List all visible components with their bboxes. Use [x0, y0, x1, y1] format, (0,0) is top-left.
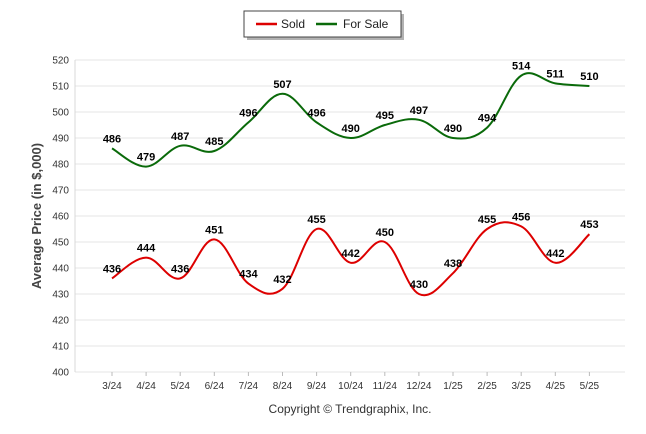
data-label-for-sale: 486 [103, 133, 121, 145]
y-tick-label: 450 [52, 238, 69, 249]
x-tick-label: 5/24 [170, 381, 190, 392]
x-tick-label: 9/24 [307, 381, 327, 392]
y-tick-label: 410 [52, 342, 69, 353]
y-tick-label: 470 [52, 186, 69, 197]
data-label-for-sale: 479 [137, 152, 155, 164]
data-label-sold: 442 [546, 248, 564, 260]
series-layer [111, 72, 591, 297]
x-tick-label: 11/24 [373, 381, 398, 392]
data-label-sold: 434 [239, 269, 258, 281]
y-tick-label: 520 [52, 56, 69, 67]
x-axis: 3/24 4/24 5/24 6/24 7/24 8/24 9/24 10/24 11/24 12… [102, 372, 600, 392]
y-tick-label: 460 [52, 212, 69, 223]
data-label-for-sale: 485 [205, 136, 223, 148]
legend: Sold For Sale [243, 10, 404, 40]
data-label-for-sale: 490 [342, 123, 360, 135]
legend-label-for-sale: For Sale [343, 17, 389, 31]
data-label-sold: 436 [103, 263, 121, 275]
data-label-for-sale: 496 [307, 107, 325, 119]
y-axis-title: Average Price (in $,000) [29, 143, 44, 289]
data-label-sold: 453 [580, 219, 598, 231]
series-line-for-sale [111, 72, 590, 168]
x-tick-label: 10/24 [338, 381, 363, 392]
x-tick-label: 2/25 [477, 381, 497, 392]
copyright-text: Copyright © Trendgraphix, Inc. [269, 402, 432, 416]
y-tick-label: 500 [52, 108, 69, 119]
data-label-sold: 451 [205, 224, 223, 236]
y-tick-label: 490 [52, 134, 69, 145]
x-tick-label: 4/25 [546, 381, 566, 392]
y-tick-label: 400 [52, 368, 69, 379]
y-tick-label: 420 [52, 316, 69, 327]
data-label-for-sale: 511 [546, 68, 564, 80]
data-label-sold: 436 [171, 263, 189, 275]
data-label-sold: 450 [376, 227, 394, 239]
x-tick-label: 12/24 [406, 381, 431, 392]
data-label-sold: 455 [307, 214, 325, 226]
x-tick-label: 7/24 [239, 381, 259, 392]
data-label-for-sale: 494 [478, 113, 497, 125]
y-tick-label: 430 [52, 290, 69, 301]
x-tick-label: 6/24 [205, 381, 225, 392]
y-tick-label: 510 [52, 82, 69, 93]
legend-label-sold: Sold [281, 17, 305, 31]
data-labels: 436 444 436 451 434 432 455 442 450 430 438 455 456 4… [103, 61, 599, 291]
data-label-for-sale: 510 [580, 71, 598, 83]
x-tick-label: 5/25 [580, 381, 600, 392]
data-label-for-sale: 514 [512, 61, 531, 73]
x-tick-label: 3/24 [102, 381, 122, 392]
grid [74, 59, 625, 373]
data-label-for-sale: 507 [273, 79, 291, 91]
x-tick-label: 1/25 [443, 381, 463, 392]
y-tick-label: 440 [52, 264, 69, 275]
data-label-sold: 455 [478, 214, 496, 226]
data-label-sold: 432 [273, 274, 291, 286]
series-line-sold [111, 221, 591, 297]
y-tick-label: 480 [52, 160, 69, 171]
data-label-for-sale: 497 [410, 105, 428, 117]
data-label-sold: 438 [444, 258, 462, 270]
data-label-sold: 444 [137, 243, 156, 255]
x-tick-label: 3/25 [511, 381, 531, 392]
data-label-for-sale: 496 [239, 107, 257, 119]
data-label-for-sale: 495 [376, 110, 394, 122]
data-label-sold: 430 [410, 279, 428, 291]
data-label-for-sale: 490 [444, 123, 462, 135]
data-label-sold: 456 [512, 211, 530, 223]
x-tick-label: 8/24 [273, 381, 293, 392]
y-axis: 400 410 420 430 440 450 460 470 480 490 500 510 520 [52, 56, 69, 379]
data-label-sold: 442 [342, 248, 360, 260]
x-tick-label: 4/24 [136, 381, 156, 392]
data-label-for-sale: 487 [171, 131, 189, 143]
